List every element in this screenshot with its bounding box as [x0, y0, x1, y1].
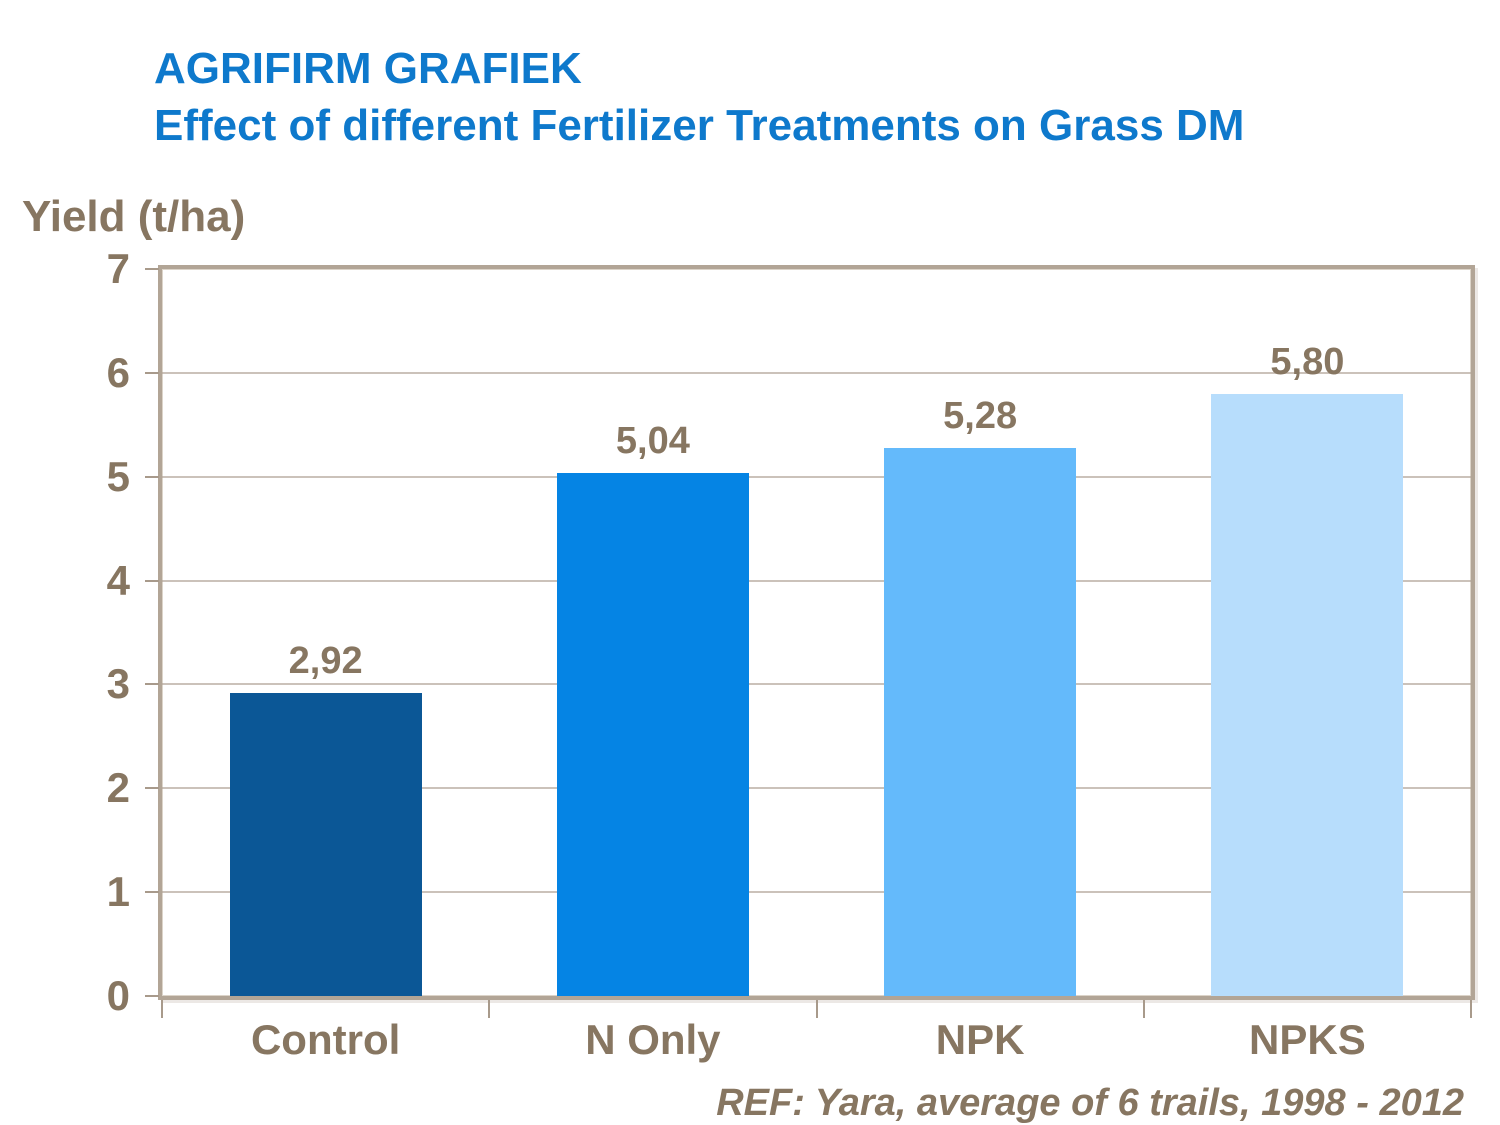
- bar-value-label: 5,28: [943, 394, 1018, 437]
- chart-title-line1: AGRIFIRM GRAFIEK: [154, 44, 582, 93]
- bar-npks: [1211, 393, 1404, 996]
- x-axis-category-label: NPKS: [1249, 1016, 1366, 1063]
- y-axis-tick-label: 4: [106, 556, 130, 604]
- y-axis-tick-label: 2: [106, 764, 130, 812]
- y-axis-tick: [145, 683, 159, 686]
- y-axis-tick-label: 7: [106, 245, 130, 292]
- bar-value-label: 5,04: [615, 419, 690, 462]
- chart-title-line2: Effect of different Fertilizer Treatment…: [154, 101, 1245, 150]
- x-axis-tick: [161, 1000, 163, 1018]
- x-axis-tick: [1142, 1000, 1145, 1018]
- y-axis-tick-label: 1: [106, 868, 130, 916]
- reference-note: REF: Yara, average of 6 trails, 1998 - 2…: [716, 1082, 1464, 1124]
- gridline: [162, 475, 1471, 478]
- x-axis-tick: [815, 1000, 818, 1018]
- x-axis-tick: [488, 1000, 491, 1018]
- x-axis-category-label: NPK: [935, 1016, 1025, 1063]
- plot-area: [158, 265, 1475, 1000]
- y-axis-tick: [145, 891, 159, 894]
- bar-value-label: 2,92: [288, 639, 363, 682]
- x-axis-category-label: N Only: [585, 1016, 721, 1063]
- gridline: [162, 891, 1471, 894]
- y-axis-tick: [145, 787, 159, 790]
- chart-title: AGRIFIRM GRAFIEK Effect of different Fer…: [154, 40, 1244, 154]
- y-axis-tick: [145, 579, 159, 582]
- y-axis-tick: [145, 371, 159, 374]
- y-axis-tick-label: 5: [106, 452, 130, 500]
- y-axis-tick: [145, 475, 159, 478]
- gridline: [162, 787, 1471, 790]
- x-axis-category-label: Control: [250, 1016, 401, 1063]
- gridline: [162, 683, 1471, 686]
- y-axis-tick-label: 0: [106, 972, 130, 1019]
- bar-npk: [884, 447, 1077, 996]
- y-axis-tick: [145, 995, 159, 997]
- bar-control: [229, 692, 422, 996]
- x-axis-tick: [1470, 1000, 1472, 1018]
- y-axis-tick: [145, 268, 159, 270]
- gridline: [162, 579, 1471, 582]
- bar-n-only: [556, 472, 749, 996]
- y-axis-tick-label: 6: [106, 348, 130, 396]
- y-axis-title: Yield (t/ha): [22, 192, 246, 241]
- bar-value-label: 5,80: [1270, 340, 1345, 383]
- gridline: [162, 371, 1471, 374]
- y-axis-tick-label: 3: [106, 660, 130, 708]
